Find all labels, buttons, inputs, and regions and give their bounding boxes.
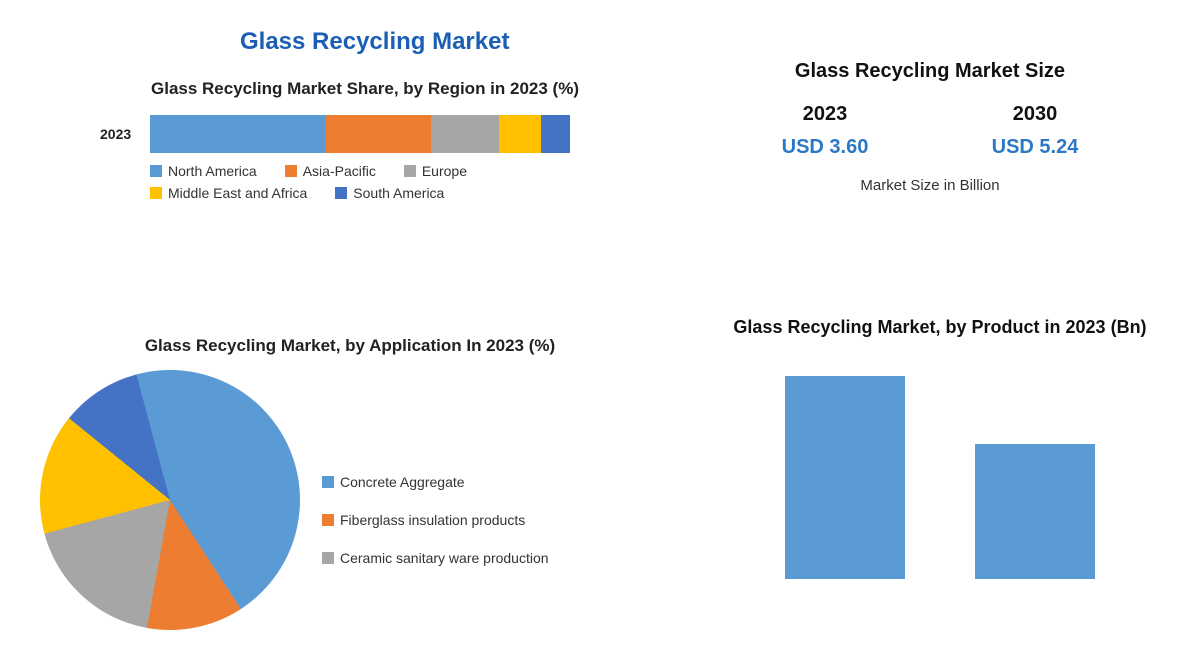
- legend-label: Fiberglass insulation products: [340, 512, 525, 528]
- legend-label: Europe: [422, 163, 467, 179]
- legend-label: Ceramic sanitary ware production: [340, 550, 549, 566]
- legend-swatch: [150, 165, 162, 177]
- region-bar-row: 2023: [100, 115, 630, 153]
- legend-label: South America: [353, 185, 444, 201]
- legend-item: Middle East and Africa: [150, 185, 307, 201]
- legend-item: Europe: [404, 163, 467, 179]
- legend-swatch: [322, 552, 334, 564]
- application-panel: Glass Recycling Market, by Application I…: [40, 335, 660, 670]
- market-size-value-a: USD 3.60: [782, 136, 869, 159]
- legend-swatch: [404, 165, 416, 177]
- product-panel: Glass Recycling Market, by Product in 20…: [720, 315, 1160, 579]
- region-segment: [431, 115, 498, 153]
- region-stacked-bar: [150, 115, 570, 153]
- region-segment: [541, 115, 570, 153]
- region-year-label: 2023: [100, 126, 150, 142]
- market-size-values: USD 3.60 USD 5.24: [720, 136, 1140, 159]
- application-content: Concrete Aggregate Fiberglass insulation …: [40, 370, 660, 670]
- legend-label: Middle East and Africa: [168, 185, 307, 201]
- legend-swatch: [335, 187, 347, 199]
- legend-label: Asia-Pacific: [303, 163, 376, 179]
- product-bar-chart: [720, 359, 1160, 579]
- application-pie: [40, 370, 300, 630]
- pie-wrap: [40, 370, 300, 670]
- product-bar: [785, 376, 905, 579]
- legend-item: Concrete Aggregate: [322, 474, 549, 490]
- legend-item: South America: [335, 185, 444, 201]
- product-chart-title: Glass Recycling Market, by Product in 20…: [720, 315, 1160, 339]
- legend-item: North America: [150, 163, 257, 179]
- region-segment: [326, 115, 431, 153]
- legend-swatch: [322, 476, 334, 488]
- page-title: Glass Recycling Market: [240, 28, 509, 56]
- region-legend: North America Asia-Pacific Europe Middle Ea…: [150, 163, 590, 201]
- region-segment: [150, 115, 326, 153]
- market-size-years: 2023 2030: [720, 103, 1140, 126]
- product-bar: [975, 444, 1095, 579]
- market-size-value-b: USD 5.24: [992, 136, 1079, 159]
- legend-label: North America: [168, 163, 257, 179]
- application-legend: Concrete Aggregate Fiberglass insulation …: [322, 474, 549, 566]
- legend-label: Concrete Aggregate: [340, 474, 465, 490]
- legend-item: Asia-Pacific: [285, 163, 376, 179]
- market-size-year-b: 2030: [1013, 103, 1058, 126]
- region-segment: [499, 115, 541, 153]
- market-size-caption: Market Size in Billion: [720, 177, 1140, 194]
- legend-item: Ceramic sanitary ware production: [322, 550, 549, 566]
- legend-swatch: [150, 187, 162, 199]
- market-size-panel: Glass Recycling Market Size 2023 2030 US…: [720, 60, 1140, 194]
- application-chart-title: Glass Recycling Market, by Application I…: [40, 335, 660, 358]
- legend-swatch: [285, 165, 297, 177]
- legend-swatch: [322, 514, 334, 526]
- legend-item: Fiberglass insulation products: [322, 512, 549, 528]
- region-chart-title: Glass Recycling Market Share, by Region …: [100, 78, 630, 101]
- market-size-title: Glass Recycling Market Size: [720, 60, 1140, 83]
- market-size-year-a: 2023: [803, 103, 848, 126]
- region-share-panel: Glass Recycling Market Share, by Region …: [100, 78, 630, 201]
